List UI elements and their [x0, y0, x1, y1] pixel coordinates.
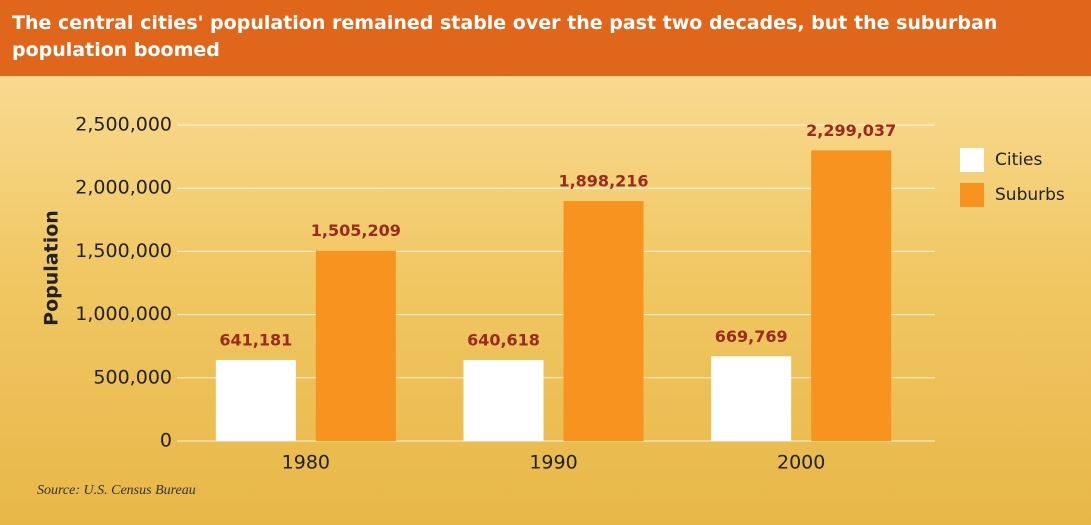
value-label: 2,299,037 — [806, 121, 896, 140]
bar — [811, 150, 892, 441]
value-label: 1,505,209 — [311, 221, 401, 240]
bar — [315, 250, 396, 441]
value-label: 640,618 — [467, 331, 540, 350]
legend-swatch — [960, 148, 984, 172]
bar — [463, 360, 544, 441]
y-tick-label: 0 — [160, 430, 172, 452]
y-tick-label: 1,000,000 — [75, 303, 172, 325]
legend-label: Suburbs — [995, 185, 1065, 205]
legend-label: Cities — [995, 150, 1042, 170]
chart-title: The central cities' population remained … — [12, 12, 998, 61]
y-tick-label: 500,000 — [93, 366, 172, 388]
value-label: 641,181 — [219, 330, 292, 349]
y-tick-label: 2,500,000 — [75, 114, 172, 136]
bar — [563, 201, 644, 441]
header — [0, 0, 1091, 76]
y-tick-label: 2,000,000 — [75, 177, 172, 199]
x-tick-label: 1980 — [282, 452, 330, 474]
x-tick-label: 1990 — [529, 452, 577, 474]
title-box: The central cities' population remained … — [12, 12, 998, 61]
bar — [215, 359, 296, 441]
y-tick-label: 1,500,000 — [75, 240, 172, 262]
x-tick-label: 2000 — [777, 452, 825, 474]
bar — [711, 356, 792, 441]
legend-swatch — [960, 183, 984, 207]
value-label: 669,769 — [715, 327, 788, 346]
source: Source: U.S. Census Bureau — [37, 483, 196, 498]
y-axis-label: Population — [41, 210, 63, 326]
value-label: 1,898,216 — [558, 172, 648, 191]
